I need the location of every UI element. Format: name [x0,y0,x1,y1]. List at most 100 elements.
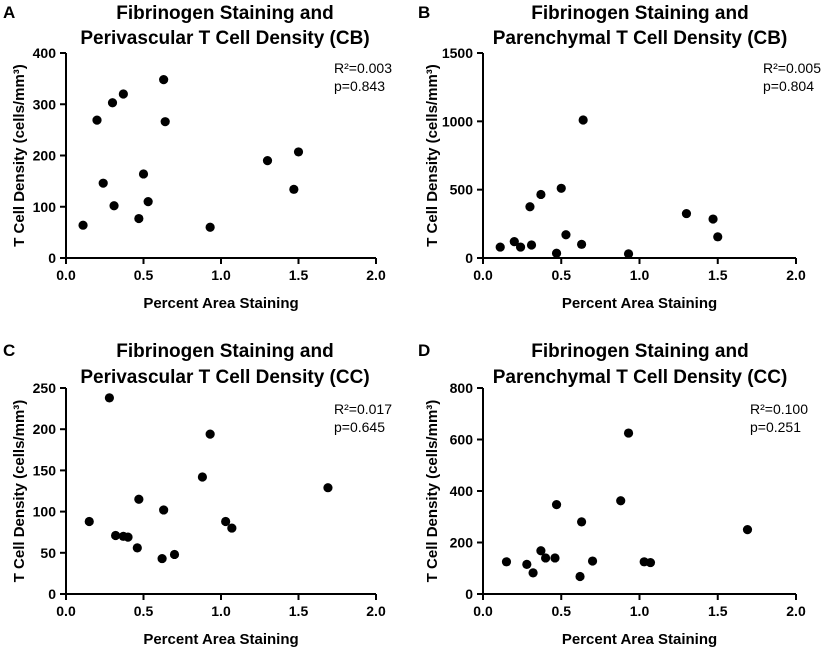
r-squared-annotation: R²=0.003 [334,60,392,76]
data-point [578,115,588,125]
panel-letter: B [418,3,430,22]
panel-letter: A [3,3,15,22]
chart-title-line-2: Parenchymal T Cell Density (CB) [493,28,788,49]
data-point [623,428,634,438]
data-point [92,115,102,125]
data-point [323,483,333,493]
x-tick-label: 1.5 [708,267,728,283]
y-tick-label: 300 [33,96,57,112]
data-point [221,516,231,527]
panel-letter: C [3,341,15,360]
data-point [104,393,114,403]
data-point [157,553,167,564]
y-tick-label: 200 [450,535,474,551]
x-tick-label: 2.0 [786,267,806,283]
data-point [576,517,587,527]
data-point [293,147,304,157]
y-tick-label: 100 [33,504,57,520]
data-point [107,98,118,108]
data-point [160,117,170,127]
x-axis-label: Percent Area Staining [562,295,717,312]
data-point [645,557,656,568]
x-tick-label: 0.5 [552,267,572,283]
data-point [525,202,535,212]
p-value-annotation: p=0.251 [750,419,801,435]
y-tick-label: 500 [450,182,474,198]
data-point [197,472,207,482]
r-squared-annotation: R²=0.017 [334,401,392,417]
x-tick-label: 0.5 [134,603,154,619]
data-point [550,553,560,563]
data-point [556,183,566,193]
data-point [526,240,537,250]
data-point [528,568,538,578]
data-point [713,232,723,242]
y-tick-label: 0 [465,250,473,266]
x-axis-label: Percent Area Staining [562,631,717,648]
x-tick-label: 1.0 [630,603,650,619]
y-axis-label: T Cell Density (cells/mm³) [11,400,28,583]
y-axis-label: T Cell Density (cells/mm³) [11,64,28,247]
y-tick-label: 200 [33,421,57,437]
chart-title-line-2: Parenchymal T Cell Density (CC) [493,367,788,388]
data-point [143,197,153,207]
x-tick-label: 1.0 [211,603,231,619]
data-point [587,556,598,566]
chart-panel-b: B Fibrinogen Staining and Parenchymal T Ce… [418,3,821,312]
data-point [561,230,571,240]
data-point [118,89,128,99]
x-tick-label: 1.5 [289,267,309,283]
p-value-annotation: p=0.645 [334,419,385,435]
x-tick-label: 0.0 [473,267,493,283]
data-point [98,178,108,188]
y-tick-label: 0 [48,586,56,602]
data-point [576,239,587,249]
data-point [84,516,94,527]
y-tick-label: 100 [33,199,57,215]
data-point [78,220,88,230]
y-tick-label: 400 [33,45,57,61]
data-point [541,553,551,563]
y-tick-label: 50 [40,545,56,561]
data-point [138,169,149,179]
data-point [289,184,299,194]
data-point [227,523,237,533]
data-point [623,249,634,259]
data-point [134,494,144,504]
chart-title-line-2: Perivascular T Cell Density (CC) [80,367,369,388]
data-point [205,429,215,439]
y-tick-label: 0 [48,250,56,266]
data-point [134,213,144,224]
chart-title-line-1: Fibrinogen Staining and [116,341,333,362]
y-axis-label: T Cell Density (cells/mm³) [424,64,441,247]
y-tick-label: 250 [33,380,57,396]
data-point [616,496,626,506]
data-point [575,571,585,582]
data-point [522,559,532,569]
data-point [742,525,753,535]
data-point [109,201,119,211]
chart-panel-a: A Fibrinogen Staining and Perivascular T C… [3,3,392,312]
y-tick-label: 800 [450,380,474,396]
y-tick-label: 150 [33,462,57,478]
data-point [536,546,546,556]
y-tick-label: 400 [450,483,474,499]
p-value-annotation: p=0.804 [763,78,814,94]
x-tick-label: 1.0 [630,267,650,283]
x-tick-label: 0.0 [56,267,76,283]
data-point [495,242,505,252]
y-tick-label: 0 [465,586,473,602]
y-axis-label: T Cell Density (cells/mm³) [424,400,441,583]
data-point [708,214,718,224]
x-tick-label: 1.5 [708,603,728,619]
y-tick-label: 1500 [442,45,473,61]
x-axis-label: Percent Area Staining [143,631,298,648]
data-point [551,248,562,258]
r-squared-annotation: R²=0.100 [750,401,808,417]
chart-title-line-1: Fibrinogen Staining and [531,341,748,362]
data-point [509,237,519,247]
data-point [159,505,169,515]
x-tick-label: 2.0 [366,603,386,619]
data-point [515,242,526,252]
